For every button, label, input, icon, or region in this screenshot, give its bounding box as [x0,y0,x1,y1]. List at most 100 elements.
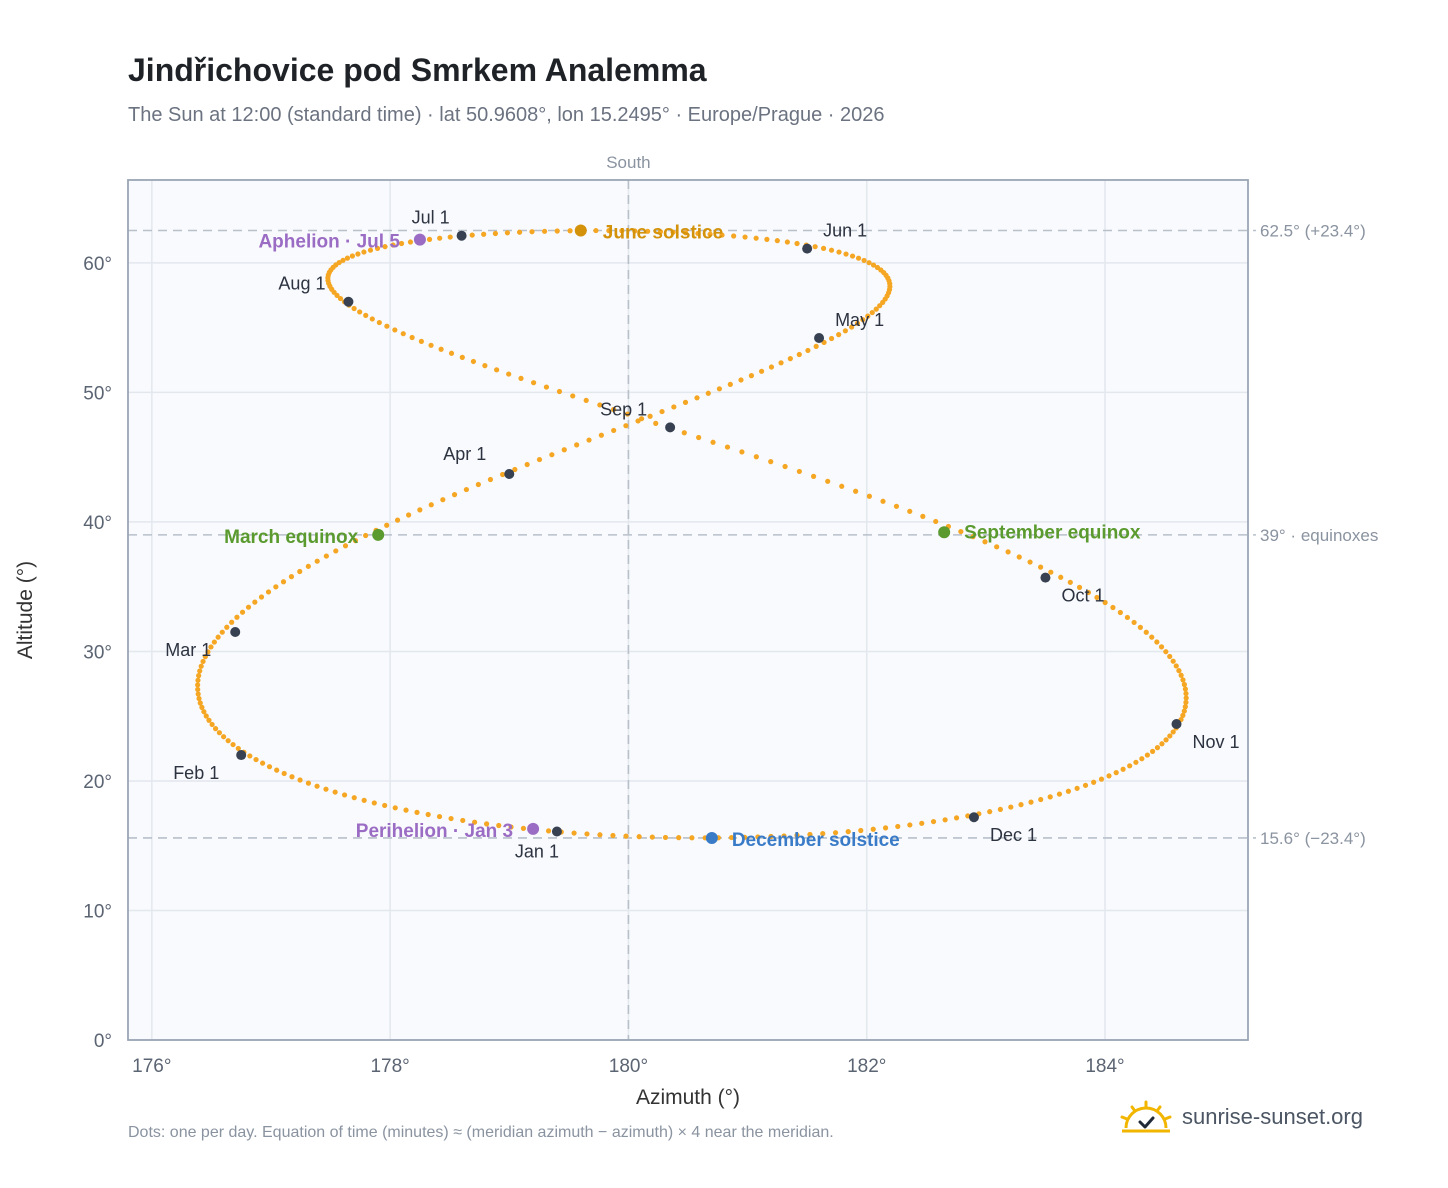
analemma-day-dot [529,229,535,235]
analemma-day-dot [849,324,855,330]
analemma-day-dot [1144,752,1150,758]
analemma-day-dot [481,231,487,237]
analemma-day-dot [828,247,835,253]
month-label: May 1 [835,310,884,330]
analemma-day-dot [425,811,431,818]
analemma-day-dot [782,463,788,470]
reference-line-label: 39° · equinoxes [1260,526,1378,545]
analemma-day-dot [1124,614,1131,621]
footnote: Dots: one per day. Equation of time (min… [128,1124,834,1141]
analemma-day-dot [384,522,390,528]
month-label: Jun 1 [823,221,867,241]
analemma-day-dot [417,507,423,513]
analemma-day-dot [567,228,573,234]
analemma-day-dot [758,368,765,374]
analemma-day-dot [224,624,230,630]
reference-line-label: 15.6° (−23.4°) [1260,829,1366,848]
analemma-day-dot [768,459,774,465]
analemma-day-dot [853,488,859,494]
analemma-day-dot [683,230,689,236]
analemma-day-dot [778,360,784,366]
analemma-day-dot [1163,737,1169,743]
analemma-day-dot [426,236,433,242]
analemma-day-dot [504,230,510,236]
analemma-day-dot [739,449,745,455]
analemma-day-dot [196,673,202,679]
analemma-day-dot [1038,564,1044,570]
month-marker [665,422,676,433]
event-label: September equinox [964,522,1141,543]
month-label: Feb 1 [173,763,219,783]
analemma-day-dot [492,230,499,237]
analemma-day-dot [198,663,204,669]
brand[interactable]: sunrise-sunset.org [1120,1100,1363,1134]
month-marker [1040,572,1051,583]
analemma-day-dot [436,813,443,820]
analemma-day-dot [794,832,800,838]
analemma-day-dot [438,346,444,352]
analemma-day-dot [484,821,490,827]
analemma-day-dot [1016,554,1022,560]
analemma-day-dot [1110,604,1116,611]
analemma-day-dot [1150,748,1156,754]
chart-title: Jindřichovice pod Smrkem Analemma [128,52,707,88]
month-marker [236,750,247,761]
analemma-day-dot [265,589,272,595]
analemma-day-dot [584,831,590,837]
analemma-day-dot [1181,708,1187,714]
analemma-day-dot [1027,559,1033,565]
analemma-day-dot [447,234,453,240]
analemma-day-dot [260,760,266,766]
analemma-day-dot [376,319,382,326]
analemma-day-dot [696,434,702,441]
analemma-day-dot [982,539,988,545]
analemma-day-dot [349,253,356,259]
analemma-day-dot [1131,619,1137,626]
analemma-day-dot [469,232,475,238]
month-marker [456,230,467,241]
analemma-day-dot [199,704,205,710]
analemma-day-dot [530,380,537,386]
analemma-day-dot [748,373,755,379]
analemma-day-dot [361,797,367,803]
analemma-day-dot [870,262,877,268]
analemma-day-dot [860,317,866,323]
event-marker [372,528,385,541]
analemma-day-dot [500,471,506,478]
analemma-day-dot [855,255,862,261]
analemma-day-dot [1149,634,1155,640]
analemma-day-dot [842,328,848,334]
analemma-day-dot [235,745,241,752]
analemma-day-dot [390,242,396,248]
analemma-day-dot [344,255,351,261]
analemma-day-dot [216,730,223,736]
plot-background [128,180,1248,1040]
analemma-day-dot [880,498,886,504]
analemma-day-dot [323,553,329,559]
analemma-day-dot [907,508,913,514]
analemma-day-dot [1106,773,1112,779]
analemma-day-dot [828,335,835,342]
analemma-day-dot [869,309,875,316]
analemma-day-dot [753,235,759,241]
analemma-day-dot [351,795,357,801]
analemma-day-dot [820,831,826,837]
analemma-day-dot [247,753,253,759]
analemma-day-dot [541,228,548,234]
analemma-day-dot [221,734,227,740]
analemma-day-dot [289,774,295,780]
analemma-day-dot [647,413,653,419]
month-marker [504,469,515,480]
analemma-day-dot [671,404,677,410]
analemma-day-dot [681,430,687,436]
month-marker [230,627,241,638]
month-label: Sep 1 [600,399,647,419]
analemma-day-dot [518,375,524,381]
analemma-day-dot [212,726,219,732]
analemma-day-dot [428,342,434,348]
analemma-day-dot [570,393,576,399]
analemma-day-dot [843,251,849,257]
analemma-day-dot [598,432,604,438]
analemma-day-dot [196,695,202,702]
